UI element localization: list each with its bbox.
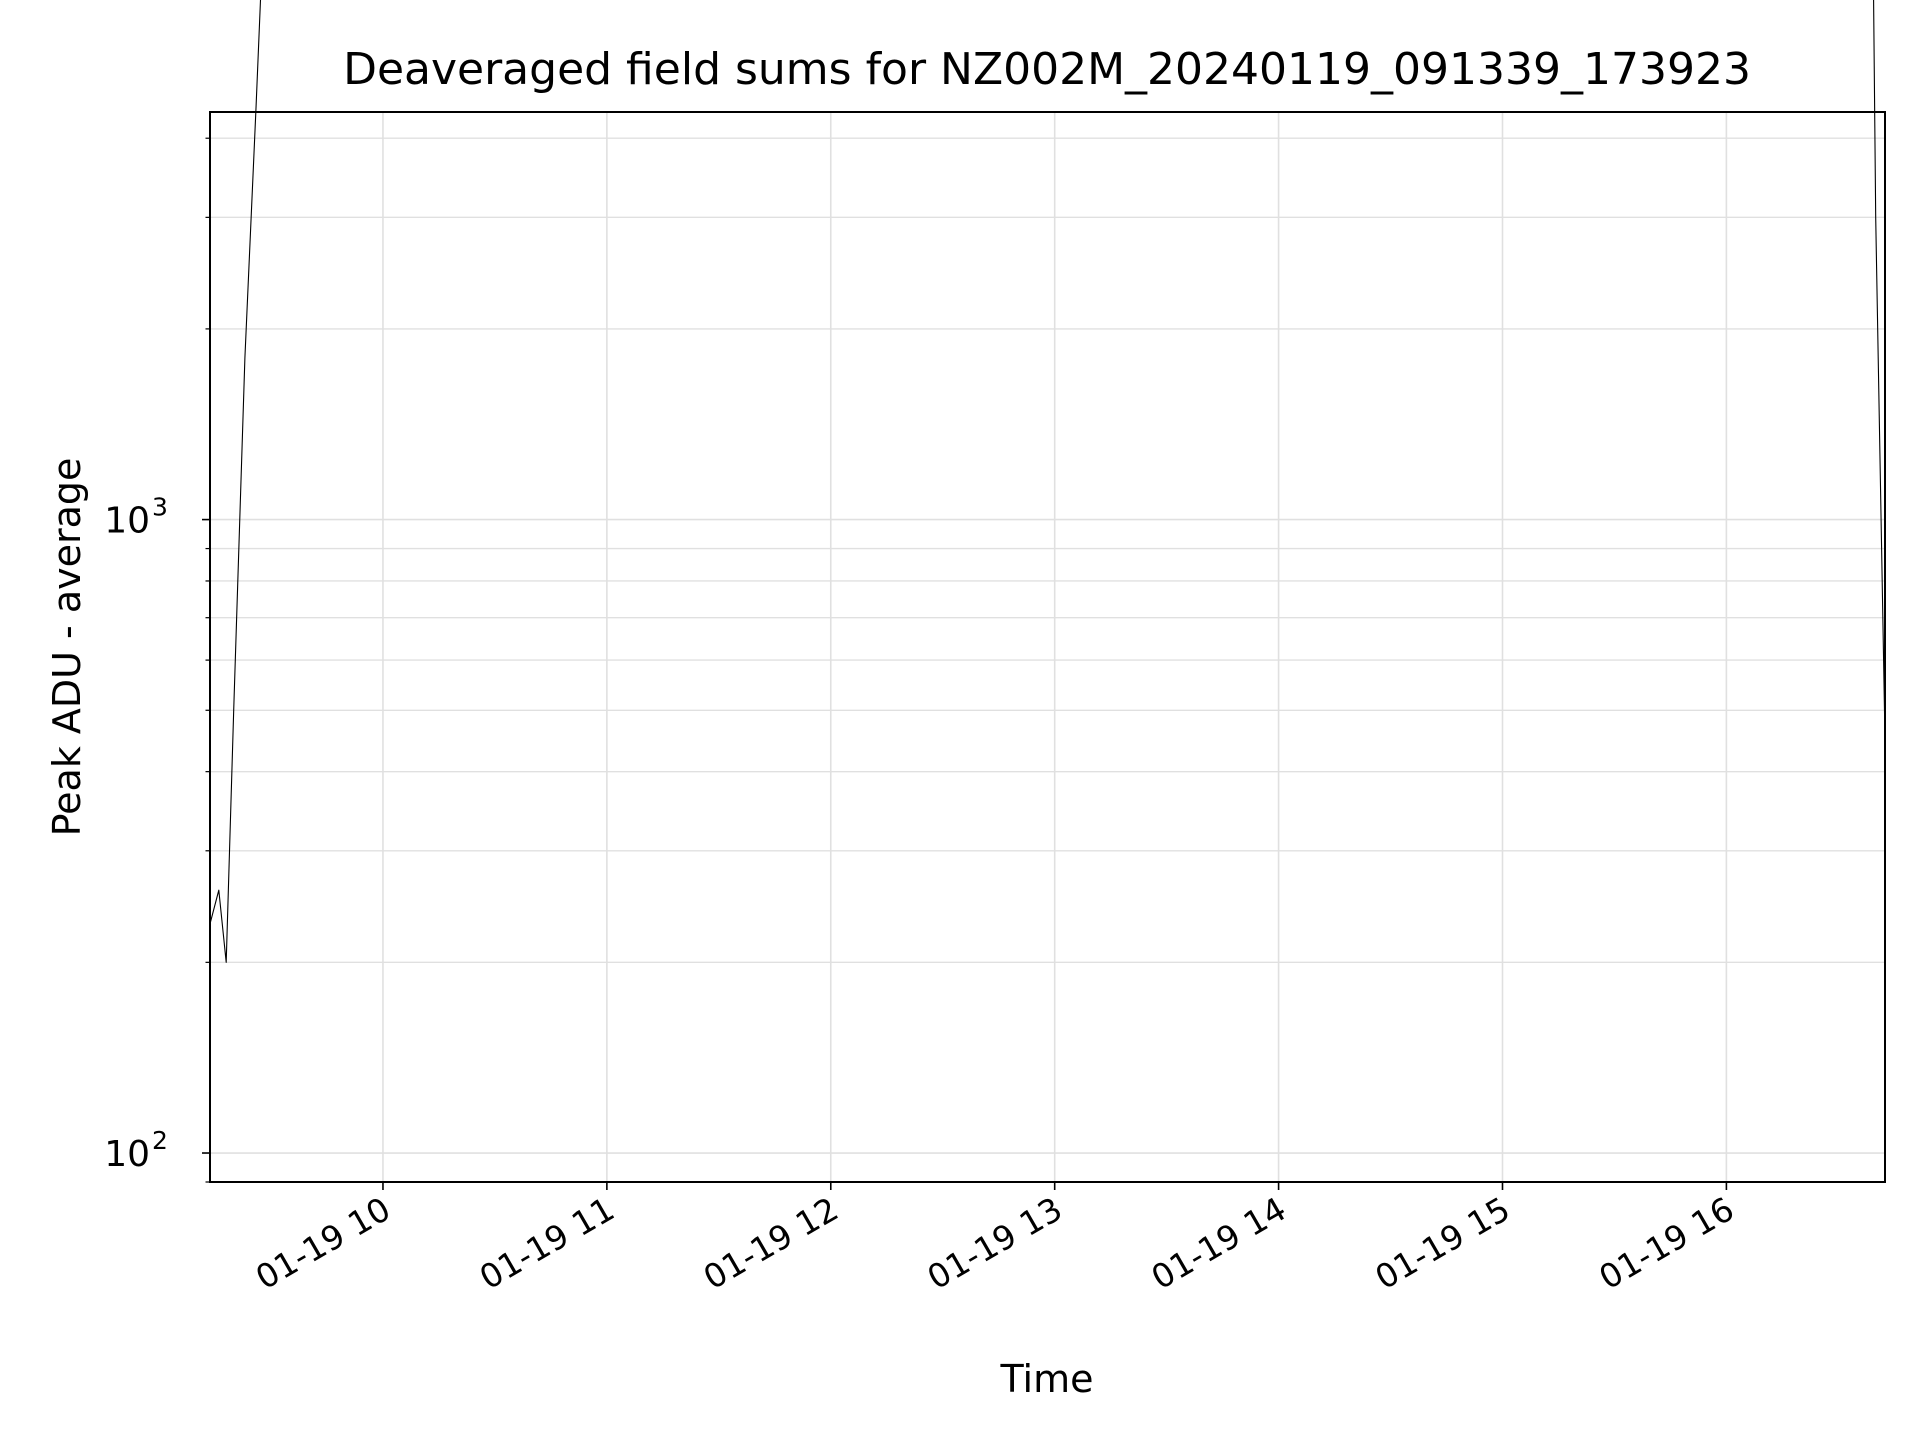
plot-area-frame	[209, 111, 1886, 1183]
x-axis-label: Time	[1000, 1357, 1094, 1401]
y-tick-label: 10	[104, 501, 150, 542]
chart-title: Deaveraged field sums for NZ002M_2024011…	[343, 44, 1751, 95]
y-tick-label-exponent: 3	[152, 493, 168, 522]
y-axis-label: Peak ADU - average	[45, 458, 89, 837]
y-tick-label-exponent: 2	[152, 1126, 168, 1155]
y-tick-label: 10	[104, 1134, 150, 1175]
grid	[210, 112, 1885, 1183]
